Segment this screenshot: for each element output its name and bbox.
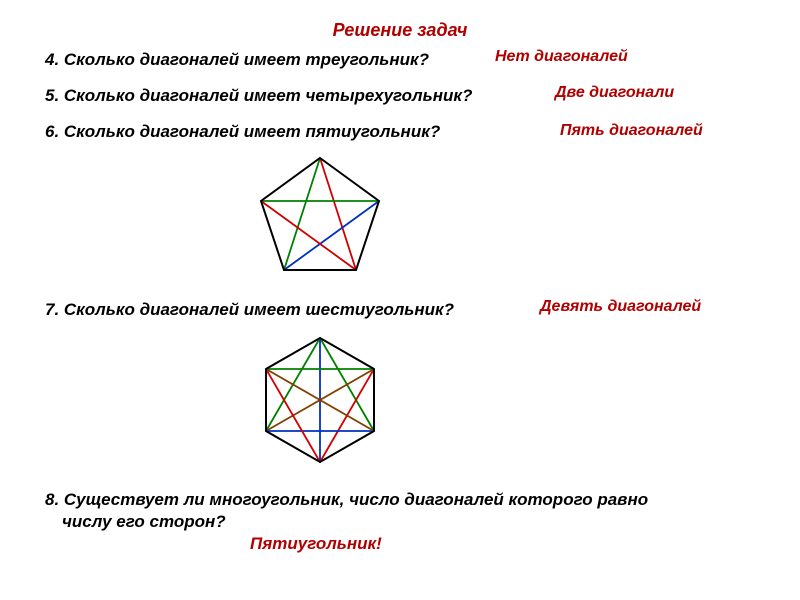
answer-4: Нет диагоналей	[495, 48, 628, 66]
answer-5: Две диагонали	[555, 84, 674, 102]
answer-6: Пять диагоналей	[560, 122, 703, 140]
pentagon-diagram	[250, 150, 390, 290]
pentagon-diagonal	[284, 158, 320, 270]
question-7: 7. Сколько диагоналей имеет шестиугольни…	[45, 300, 454, 320]
question-8-line2: числу его сторон?	[62, 512, 226, 532]
pentagon-diagonal	[320, 158, 356, 270]
pentagon-diagonal	[284, 201, 379, 270]
pentagon-diagonal	[261, 201, 356, 270]
question-6: 6. Сколько диагоналей имеет пятиугольник…	[45, 122, 440, 142]
answer-8: Пятиугольник!	[250, 534, 382, 554]
question-8-line1: 8. Существует ли многоугольник, число ди…	[45, 490, 648, 510]
question-4: 4. Сколько диагоналей имеет треугольник?	[45, 50, 429, 70]
page: Решение задач 4. Сколько диагоналей имее…	[0, 0, 800, 600]
question-5: 5. Сколько диагоналей имеет четырехуголь…	[45, 86, 472, 106]
hexagon-diagram	[250, 330, 390, 470]
page-title: Решение задач	[0, 20, 800, 41]
answer-7: Девять диагоналей	[540, 298, 701, 316]
